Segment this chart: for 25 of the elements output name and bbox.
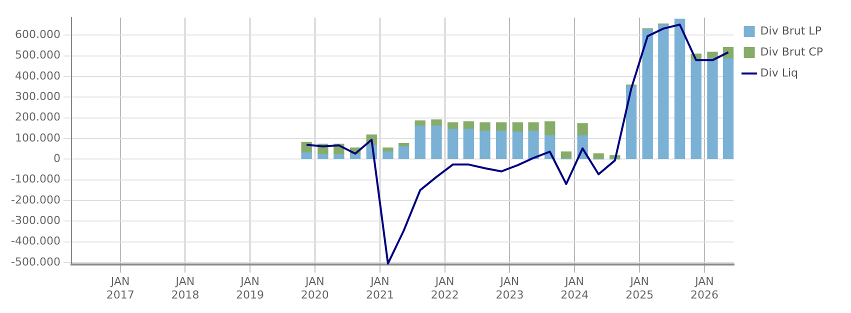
x-tick-label: JAN 2020 <box>300 275 329 302</box>
y-tick-label: -300.000 <box>10 214 60 228</box>
y-tick-label: 500.000 <box>14 48 60 62</box>
x-tick-label: JAN 2021 <box>366 275 394 302</box>
y-tick-label: 300.000 <box>14 90 60 104</box>
x-tick-label: JAN 2018 <box>171 275 200 302</box>
y-tick-label: -400.000 <box>10 234 60 248</box>
legend-label: Div Brut CP <box>760 45 824 58</box>
legend-label: Div Liq <box>760 66 798 80</box>
x-tick-label: JAN 2024 <box>560 275 589 302</box>
y-tick-label: -500.000 <box>10 255 60 268</box>
x-tick-label: JAN 2019 <box>236 275 264 302</box>
y-tick-label: 200.000 <box>14 110 60 124</box>
x-tick-label: JAN 2022 <box>430 275 459 302</box>
legend-label: Div Brut LP <box>760 24 822 38</box>
y-tick-label: -100.000 <box>10 172 60 186</box>
y-tick-label: 400.000 <box>14 69 60 82</box>
y-tick-label: 0 <box>53 152 60 166</box>
y-tick-label: 100.000 <box>14 131 60 144</box>
x-tick-label: JAN 2023 <box>496 275 524 302</box>
x-tick-label: JAN 2017 <box>106 275 134 302</box>
x-tick-label: JAN 2026 <box>690 275 718 302</box>
x-tick-label: JAN 2025 <box>626 275 654 302</box>
y-tick-label: -200.000 <box>10 193 60 206</box>
y-tick-label: 600.000 <box>14 28 60 42</box>
